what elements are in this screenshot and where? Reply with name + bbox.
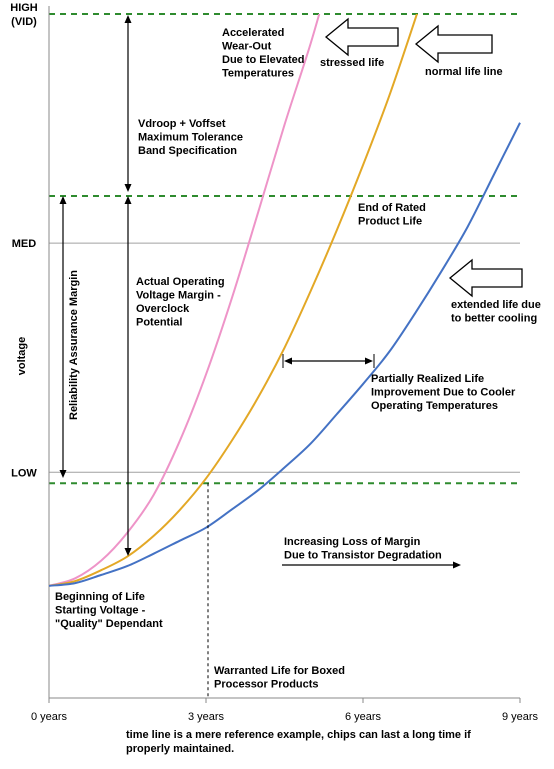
reliability-margin-arrow-head-bottom: [59, 470, 67, 478]
loss-of-margin-note: Increasing Loss of Margin: [284, 536, 421, 548]
y-tick-label: HIGH: [10, 2, 38, 14]
accelerated-wearout-note: Accelerated: [222, 27, 284, 39]
beginning-of-life-note: "Quality" Dependant: [55, 618, 163, 630]
operating-margin-note: Actual Operating: [136, 276, 225, 288]
extended-life-pointer: [448, 258, 523, 298]
warranted-life-note: Warranted Life for Boxed: [214, 665, 345, 677]
tolerance-band-note: Maximum Tolerance: [138, 132, 243, 144]
life-improvement-note: Operating Temperatures: [371, 400, 498, 412]
extended-life-line: [49, 122, 521, 587]
normal-life-pointer: [414, 24, 493, 64]
accelerated-wearout-note: Due to Elevated: [222, 54, 305, 66]
warranted-life-note: Processor Products: [214, 679, 319, 691]
operating-margin-note: Voltage Margin -: [136, 290, 221, 302]
stressed-life-label: stressed life: [320, 57, 384, 69]
end-of-life-note: Product Life: [358, 216, 422, 228]
life-improvement-note: Improvement Due to Cooler: [371, 387, 516, 399]
life-improvement-arrow-head-right: [365, 357, 373, 365]
accelerated-wearout-note: Temperatures: [222, 68, 294, 80]
end-of-life-note: End of Rated: [358, 202, 426, 214]
normal-life-label: normal life line: [425, 66, 503, 78]
x-tick-label: 0 years: [31, 711, 68, 723]
footer-note: properly maintained.: [126, 743, 234, 755]
x-tick-label: 3 years: [188, 711, 225, 723]
extended-life-label: to better cooling: [451, 313, 537, 325]
tolerance-band-note: Band Specification: [138, 145, 237, 157]
reliability-margin-arrow-head-top: [59, 196, 67, 204]
operating-margin-note: Overclock: [136, 303, 190, 315]
accelerated-wearout-note: Wear-Out: [222, 41, 272, 53]
y-tick-label: (VID): [11, 16, 37, 28]
reliability-margin-label: Reliability Assurance Margin: [68, 270, 80, 420]
operating-margin-note: Potential: [136, 317, 182, 329]
stressed-life-line: [49, 14, 321, 587]
operating-margin-arrow-head-top: [124, 196, 132, 204]
normal-life-line: [49, 14, 418, 587]
x-tick-label: 6 years: [345, 711, 382, 723]
beginning-of-life-note: Beginning of Life: [55, 591, 145, 603]
tolerance-band-arrow-head-top: [124, 15, 132, 23]
loss-of-margin-note: Due to Transistor Degradation: [284, 550, 442, 562]
operating-margin-arrow-head-bottom: [124, 548, 132, 556]
x-tick-label: 9 years: [502, 711, 539, 723]
life-improvement-note: Partially Realized Life: [371, 373, 484, 385]
y-tick-label: LOW: [11, 467, 37, 479]
beginning-of-life-note: Starting Voltage -: [55, 605, 146, 617]
extended-life-label: extended life due: [451, 299, 541, 311]
loss-of-margin-arrow-head: [453, 561, 461, 569]
life-improvement-arrow-head-left: [284, 357, 292, 365]
y-tick-label: MED: [12, 238, 37, 250]
stressed-life-pointer: [324, 17, 399, 57]
tolerance-band-note: Vdroop + Voffset: [138, 118, 226, 130]
y-axis-title: voltage: [16, 337, 28, 376]
footer-note: time line is a mere reference example, c…: [126, 729, 471, 741]
tolerance-band-arrow-head-bottom: [124, 184, 132, 192]
